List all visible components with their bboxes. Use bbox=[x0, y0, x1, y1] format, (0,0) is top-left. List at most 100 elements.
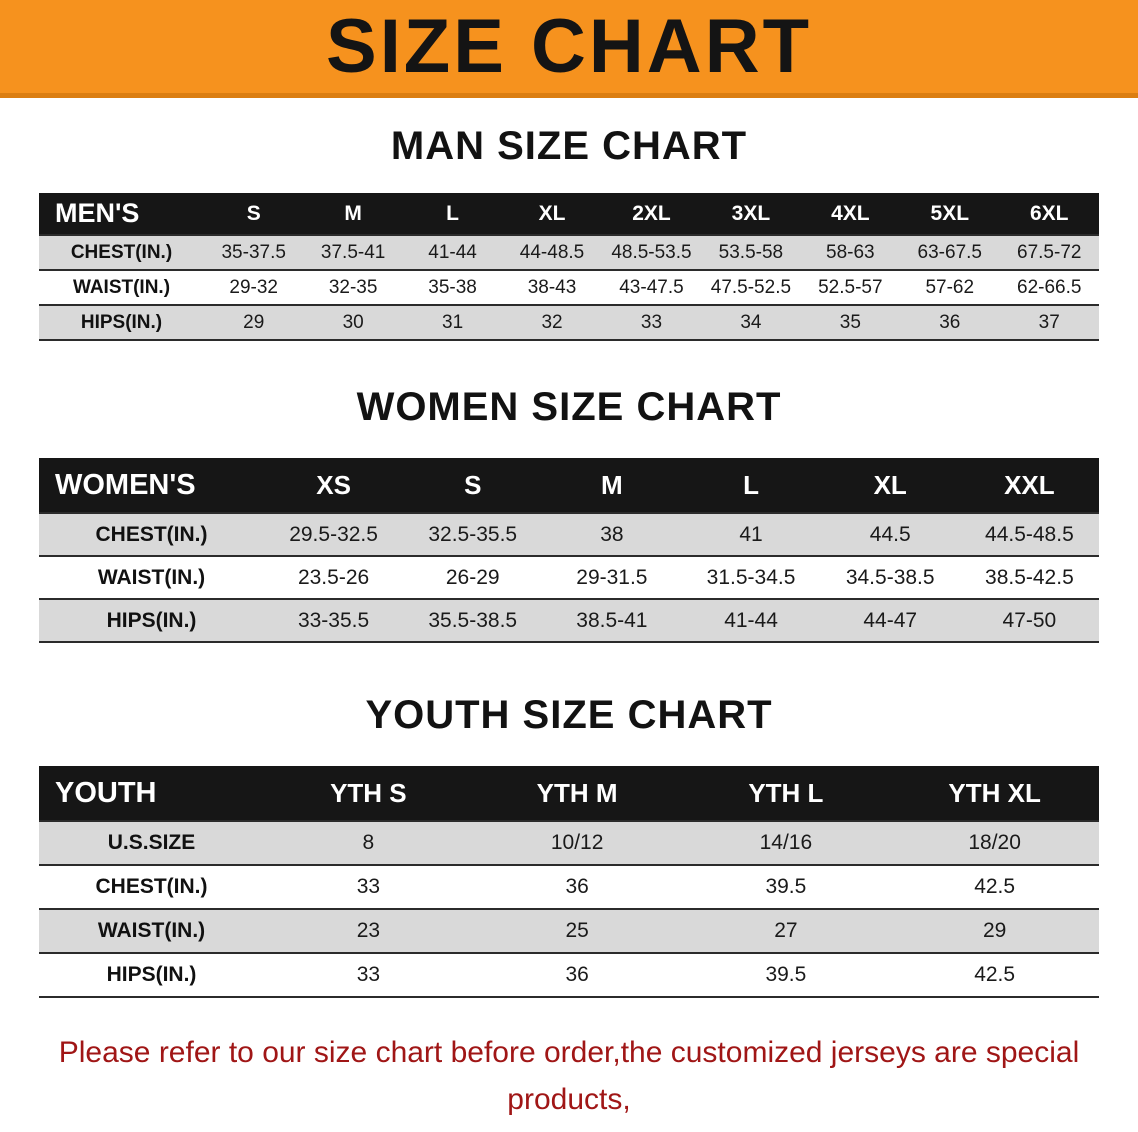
table-row: HIPS(IN.) 29 30 31 32 33 34 35 36 37 bbox=[39, 305, 1099, 340]
size-value: 29 bbox=[243, 311, 265, 333]
size-value: 35-38 bbox=[428, 276, 477, 298]
size-value: 35 bbox=[839, 311, 861, 333]
size-value: 32-35 bbox=[328, 276, 378, 298]
size-column-header: XXL bbox=[959, 458, 1099, 513]
size-value: 38.5-42.5 bbox=[985, 565, 1074, 589]
size-value: 48.5-53.5 bbox=[611, 241, 692, 263]
size-value: 29.5-32.5 bbox=[289, 522, 378, 546]
size-value: 33 bbox=[356, 875, 381, 898]
size-column-header: 2XL bbox=[601, 193, 702, 235]
size-value: 31.5-34.5 bbox=[706, 565, 796, 589]
youth-size-table: YOUTH YTH S YTH M YTH L YTH XL U.S.SIZE 8 10/12… bbox=[39, 766, 1099, 998]
men-size-chart-section: MAN SIZE CHART MEN'S S M L XL 2XL 3XL 4XL 5XL 6XL… bbox=[0, 124, 1138, 341]
size-value: 47-50 bbox=[1002, 608, 1057, 632]
row-label: WAIST(IN.) bbox=[72, 276, 171, 298]
size-value: 14/16 bbox=[759, 831, 813, 854]
row-label: WAIST(IN.) bbox=[97, 565, 206, 589]
size-column-header: YTH S bbox=[264, 766, 473, 821]
women-size-chart-heading: WOMEN SIZE CHART bbox=[356, 385, 782, 429]
size-value: 39.5 bbox=[765, 963, 807, 986]
size-value: 27 bbox=[774, 919, 798, 942]
size-chart-title: SIZE CHART bbox=[326, 3, 812, 89]
size-value: 35.5-38.5 bbox=[428, 608, 518, 632]
size-value: 34.5-38.5 bbox=[845, 565, 935, 589]
size-value: 44-48.5 bbox=[519, 241, 585, 263]
size-value: 29 bbox=[982, 919, 1007, 942]
table-corner-header: WOMEN'S bbox=[39, 458, 264, 513]
row-label: CHEST(IN.) bbox=[95, 875, 208, 898]
women-size-chart-section: WOMEN SIZE CHART WOMEN'S XS S M L XL XXL CHEST(… bbox=[0, 385, 1138, 643]
size-value: 38 bbox=[600, 522, 624, 546]
size-value: 67.5-72 bbox=[1017, 241, 1082, 263]
size-value: 29-31.5 bbox=[576, 565, 648, 589]
size-value: 33 bbox=[640, 311, 663, 333]
table-row: CHEST(IN.) 35-37.5 37.5-41 41-44 44-48.5 48.5… bbox=[39, 235, 1099, 270]
size-value: 38.5-41 bbox=[576, 608, 648, 632]
table-row: WAIST(IN.) 23 25 27 29 bbox=[39, 909, 1099, 953]
size-column-header: XL bbox=[502, 193, 602, 235]
table-corner-header: MEN'S bbox=[39, 193, 204, 235]
size-value: 53.5-58 bbox=[718, 241, 784, 263]
size-value: 36 bbox=[565, 875, 589, 898]
size-chart-banner: SIZE CHART bbox=[0, 0, 1138, 98]
size-column-header: YTH XL bbox=[890, 766, 1099, 821]
size-value: 44-47 bbox=[863, 608, 918, 632]
size-value: 44.5-48.5 bbox=[985, 522, 1074, 546]
disclaimer-line-2: we don't accept cancel, change, teturn o… bbox=[0, 1123, 1138, 1132]
size-value: 39.5 bbox=[765, 875, 807, 898]
table-header-row: YOUTH YTH S YTH M YTH L YTH XL bbox=[39, 766, 1099, 821]
youth-size-chart-section: YOUTH SIZE CHART YOUTH YTH S YTH M YTH L YTH… bbox=[0, 693, 1138, 998]
size-value: 63-67.5 bbox=[917, 241, 982, 263]
size-column-header: L bbox=[402, 193, 503, 235]
table-row: HIPS(IN.) 33 36 39.5 42.5 bbox=[39, 953, 1099, 997]
size-column-header: 4XL bbox=[800, 193, 901, 235]
row-label: U.S.SIZE bbox=[107, 831, 196, 854]
size-value: 41-44 bbox=[724, 608, 778, 632]
row-label: WAIST(IN.) bbox=[97, 919, 206, 942]
size-column-header: S bbox=[403, 458, 543, 513]
size-value: 47.5-52.5 bbox=[710, 276, 792, 298]
size-value: 10/12 bbox=[550, 831, 604, 854]
size-value: 58-63 bbox=[826, 241, 875, 263]
size-value: 34 bbox=[740, 311, 762, 333]
men-size-chart-heading: MAN SIZE CHART bbox=[390, 124, 748, 168]
size-column-header: M bbox=[542, 458, 682, 513]
size-value: 32 bbox=[541, 311, 563, 333]
size-value: 42.5 bbox=[974, 963, 1016, 986]
size-value: 33 bbox=[356, 963, 381, 986]
size-value: 57-62 bbox=[925, 276, 975, 298]
size-column-header: XL bbox=[820, 458, 960, 513]
size-value: 35-37.5 bbox=[221, 241, 286, 263]
size-column-header: L bbox=[681, 458, 821, 513]
men-size-table: MEN'S S M L XL 2XL 3XL 4XL 5XL 6XL CHEST(IN.) 35-37… bbox=[39, 193, 1099, 341]
row-label: CHEST(IN.) bbox=[70, 241, 173, 263]
size-column-header: S bbox=[204, 193, 304, 235]
size-value: 23.5-26 bbox=[297, 565, 370, 589]
table-row: U.S.SIZE 8 10/12 14/16 18/20 bbox=[39, 821, 1099, 865]
size-value: 31 bbox=[442, 311, 464, 333]
size-value: 37 bbox=[1038, 311, 1060, 333]
size-column-header: 3XL bbox=[701, 193, 801, 235]
size-value: 32.5-35.5 bbox=[428, 522, 518, 546]
size-value: 36 bbox=[939, 311, 961, 333]
size-value: 36 bbox=[565, 963, 589, 986]
row-label: HIPS(IN.) bbox=[80, 311, 163, 333]
women-size-table: WOMEN'S XS S M L XL XXL CHEST(IN.) 29.5-32.5 32.5… bbox=[39, 458, 1099, 643]
size-value: 33-35.5 bbox=[297, 608, 370, 632]
size-value: 8 bbox=[362, 831, 375, 854]
row-label: HIPS(IN.) bbox=[106, 608, 197, 632]
size-value: 41 bbox=[739, 522, 763, 546]
size-value: 37.5-41 bbox=[320, 241, 386, 263]
size-column-header: M bbox=[303, 193, 403, 235]
disclaimer-note: Please refer to our size chart before or… bbox=[0, 1030, 1138, 1132]
size-value: 26-29 bbox=[445, 565, 500, 589]
table-row: HIPS(IN.) 33-35.5 35.5-38.5 38.5-41 41-44 44-… bbox=[39, 599, 1099, 642]
size-column-header: XS bbox=[264, 458, 404, 513]
size-value: 43-47.5 bbox=[619, 276, 684, 298]
table-row: CHEST(IN.) 33 36 39.5 42.5 bbox=[39, 865, 1099, 909]
size-value: 44.5 bbox=[869, 522, 911, 546]
size-value: 23 bbox=[356, 919, 381, 942]
table-row: CHEST(IN.) 29.5-32.5 32.5-35.5 38 41 44.5 44.5… bbox=[39, 513, 1099, 556]
size-column-header: YTH M bbox=[472, 766, 682, 821]
